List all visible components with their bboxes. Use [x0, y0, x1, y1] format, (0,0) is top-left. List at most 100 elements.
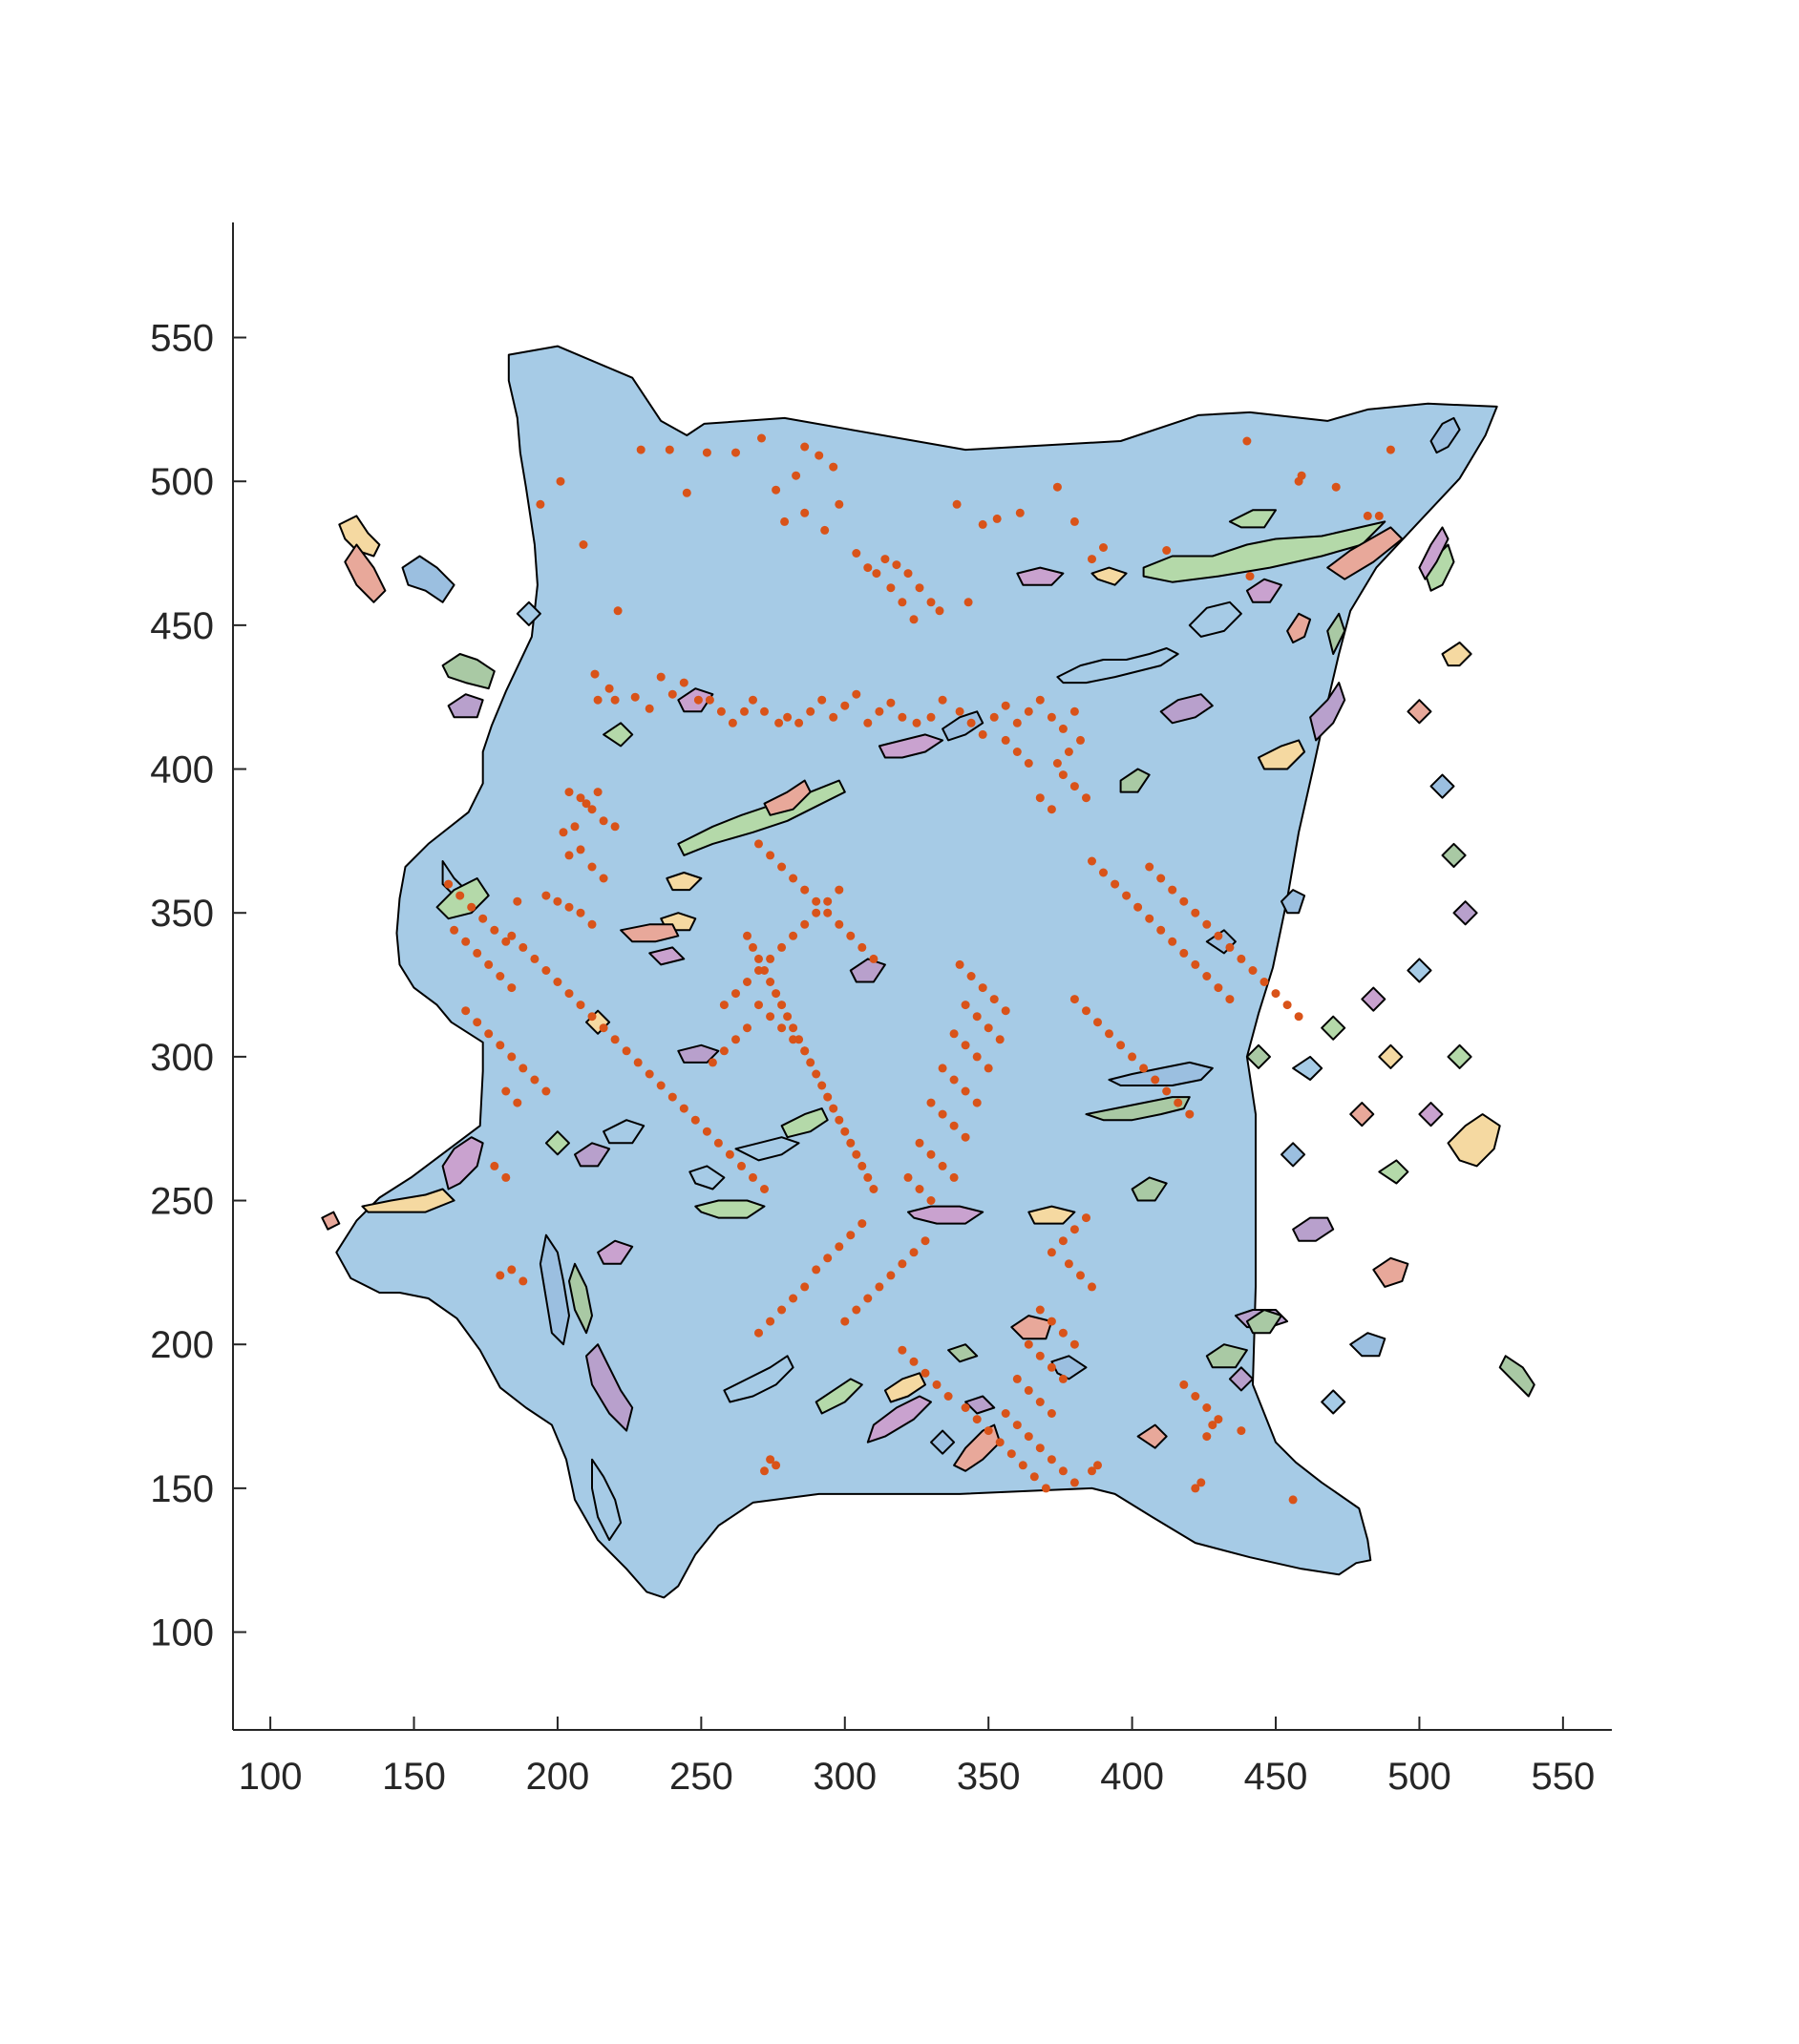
outer-region: [1441, 842, 1467, 868]
event-point: [564, 989, 574, 999]
event-point: [1237, 1426, 1246, 1436]
outer-region: [1349, 1102, 1375, 1127]
event-point: [1047, 712, 1056, 722]
inner-region: [597, 1239, 634, 1265]
event-point: [679, 678, 688, 687]
event-point: [478, 914, 488, 923]
inner-region: [1010, 1315, 1053, 1340]
event-point: [909, 615, 919, 624]
event-point: [835, 499, 844, 509]
event-point: [1035, 1351, 1045, 1360]
event-point: [789, 1023, 798, 1033]
inner-region: [1159, 693, 1214, 725]
event-point: [731, 1035, 740, 1044]
x-tick-label: 300: [813, 1756, 877, 1798]
outer-region: [321, 1211, 341, 1231]
event-point: [1179, 1380, 1189, 1389]
event-point: [989, 995, 999, 1004]
event-point: [780, 516, 790, 526]
event-point: [760, 706, 769, 716]
x-tick-label: 150: [382, 1756, 446, 1798]
event-point: [961, 1086, 970, 1096]
event-point: [1047, 1362, 1056, 1372]
event-point: [693, 695, 703, 705]
event-point: [955, 959, 964, 969]
event-point: [949, 1121, 959, 1130]
event-point: [450, 925, 459, 935]
event-point: [772, 485, 781, 495]
event-point: [1069, 995, 1079, 1004]
event-point: [1006, 1449, 1016, 1459]
inner-region: [603, 722, 634, 748]
event-point: [743, 1023, 751, 1033]
event-point: [1111, 879, 1120, 889]
event-point: [966, 972, 976, 980]
event-point: [835, 919, 844, 929]
event-point: [1058, 1466, 1068, 1476]
event-point: [513, 1098, 522, 1107]
y-tick-label: 450: [150, 605, 214, 647]
inner-region: [620, 923, 680, 943]
event-point: [966, 718, 976, 727]
event-point: [444, 879, 454, 889]
inner-region: [1286, 612, 1312, 643]
event-point: [587, 805, 597, 814]
outer-region: [1407, 958, 1432, 983]
event-point: [783, 712, 793, 722]
event-point: [1069, 1225, 1079, 1234]
event-point: [806, 1058, 815, 1067]
event-point: [823, 908, 833, 917]
event-point: [783, 1012, 793, 1022]
inner-region: [780, 1107, 829, 1139]
event-point: [857, 1219, 867, 1229]
event-point: [1191, 908, 1200, 917]
event-point: [1082, 1213, 1090, 1223]
x-tick-label: 550: [1531, 1756, 1595, 1798]
event-point: [915, 583, 924, 593]
event-point: [835, 1115, 844, 1125]
inner-region: [1228, 509, 1277, 529]
event-point: [823, 1092, 833, 1102]
event-point: [938, 1161, 947, 1170]
event-point: [1001, 1409, 1010, 1418]
event-point: [820, 525, 830, 535]
event-point: [1076, 1271, 1085, 1280]
event-point: [1105, 1029, 1113, 1039]
x-tick-label: 200: [526, 1756, 590, 1798]
inner-region: [947, 1343, 979, 1363]
event-point: [1035, 793, 1045, 803]
event-point: [1001, 735, 1010, 745]
outer-region: [568, 1262, 593, 1335]
outer-region: [1280, 1142, 1306, 1168]
event-point: [536, 499, 545, 509]
event-point: [587, 1012, 597, 1022]
event-point: [1214, 1415, 1223, 1424]
event-point: [863, 1172, 873, 1182]
inner-region: [1188, 601, 1242, 638]
event-point: [915, 1185, 924, 1193]
event-point: [743, 978, 751, 986]
event-point: [754, 1001, 763, 1010]
inner-region: [677, 1043, 720, 1064]
event-point: [613, 606, 623, 616]
event-point: [984, 1023, 993, 1033]
event-point: [749, 695, 757, 705]
outer-region: [338, 515, 381, 558]
event-point: [1082, 793, 1090, 803]
event-point: [892, 560, 901, 570]
event-point: [898, 712, 907, 722]
event-point: [846, 1138, 856, 1148]
event-point: [792, 471, 801, 480]
event-point: [754, 966, 763, 975]
event-point: [507, 983, 517, 993]
inner-region: [1309, 682, 1346, 742]
event-point: [1082, 1006, 1090, 1016]
event-point: [835, 1242, 844, 1252]
outer-region: [1498, 1355, 1535, 1398]
outer-region: [1378, 1159, 1409, 1185]
event-point: [777, 1305, 787, 1315]
event-point: [846, 931, 856, 940]
event-point: [484, 1029, 494, 1039]
event-point: [754, 839, 763, 849]
